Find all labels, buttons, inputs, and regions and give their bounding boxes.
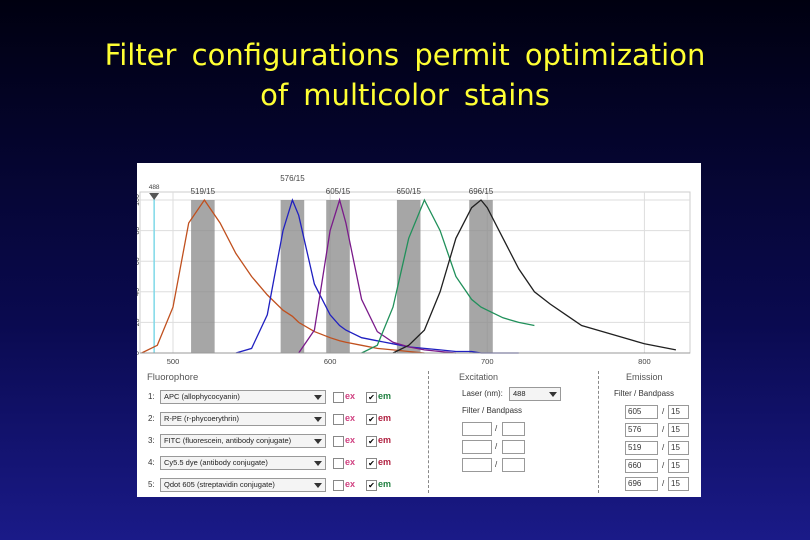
ex-label: ex [345, 457, 356, 467]
x-tick-label: 700 [481, 357, 494, 366]
emission-filter-input[interactable]: 660 [625, 459, 658, 473]
emission-filter-input[interactable]: 696 [625, 477, 658, 491]
separator: / [662, 443, 665, 452]
emission-bandpass-input[interactable]: 15 [668, 405, 689, 419]
spectrum-line [361, 198, 535, 354]
filter-label: 696/15 [469, 187, 494, 196]
y-tick-label: 100 [137, 194, 141, 206]
emission-filter-input[interactable]: 519 [625, 441, 658, 455]
separator: / [662, 461, 665, 470]
filter-label: 576/15 [280, 174, 305, 183]
ex-checkbox[interactable] [333, 392, 344, 403]
emission-filter-input[interactable]: 576 [625, 423, 658, 437]
spectrum-line [392, 199, 677, 354]
x-tick-label: 500 [167, 357, 180, 366]
slide-title: of multicolor stains [260, 78, 550, 112]
section-heading: Excitation [459, 372, 499, 382]
em-label: em [378, 479, 392, 489]
section-heading: Fluorophore [147, 372, 199, 383]
separator: / [495, 424, 498, 433]
em-checkbox[interactable]: ✔ [366, 480, 377, 491]
em-checkbox[interactable]: ✔ [366, 414, 377, 425]
label: Filter / Bandpass [614, 389, 675, 398]
filter-label: 605/15 [326, 187, 351, 196]
em-checkbox[interactable]: ✔ [366, 458, 377, 469]
row-index: 4: [148, 458, 155, 467]
separator: / [662, 407, 665, 416]
emission-bandpass-input[interactable]: 15 [668, 441, 689, 455]
emission-bandpass-input[interactable]: 15 [668, 477, 689, 491]
excitation-bandpass-input[interactable] [502, 422, 525, 436]
excitation-filter-input[interactable] [462, 440, 492, 454]
filter-band [280, 200, 305, 353]
em-label: em [378, 413, 392, 423]
y-tick-label: 0 [137, 351, 141, 355]
excitation-filter-input[interactable] [462, 422, 492, 436]
filter-band [396, 200, 421, 353]
row-index: 2: [148, 414, 155, 423]
emission-bandpass-input[interactable]: 15 [668, 459, 689, 473]
separator [428, 371, 429, 493]
separator: / [662, 479, 665, 488]
y-tick-label: 60 [137, 257, 141, 265]
em-label: em [378, 391, 392, 401]
fluorophore-select[interactable]: APC (allophycocyanin) [160, 390, 326, 404]
separator [598, 371, 599, 493]
ex-checkbox[interactable] [333, 436, 344, 447]
row-index: 5: [148, 480, 155, 489]
spectra-chart: 0 20 40 60 80 100 500 600 700 800 519/15 576/15 605/… [137, 174, 691, 366]
em-checkbox[interactable]: ✔ [366, 436, 377, 447]
excitation-bandpass-input[interactable] [502, 458, 525, 472]
separator: / [662, 425, 665, 434]
label: Filter / Bandpass [462, 406, 523, 415]
filter-label: 519/15 [191, 187, 216, 196]
label: Laser (nm): [462, 389, 503, 398]
row-index: 1: [148, 392, 155, 401]
y-tick-label: 40 [137, 288, 141, 296]
ex-label: ex [345, 413, 356, 423]
laser-label: 488 [149, 184, 160, 191]
em-checkbox[interactable]: ✔ [366, 392, 377, 403]
ex-label: ex [345, 435, 356, 445]
laser-marker [149, 193, 160, 200]
ex-label: ex [345, 479, 356, 489]
separator: / [495, 460, 498, 469]
spectra-viewer-screenshot: 020406080100500600700800519/15576/15605/… [137, 163, 701, 497]
section-heading: Emission [626, 372, 663, 382]
slide-title: Filter configurations permit optimizatio… [104, 38, 706, 72]
emission-bandpass-input[interactable]: 15 [668, 423, 689, 437]
x-tick-label: 800 [638, 357, 651, 366]
x-tick-label: 600 [324, 357, 337, 366]
excitation-bandpass-input[interactable] [502, 440, 525, 454]
spectrum-line [235, 198, 519, 354]
excitation-filter-input[interactable] [462, 458, 492, 472]
row-index: 3: [148, 436, 155, 445]
ex-checkbox[interactable] [333, 480, 344, 491]
ex-checkbox[interactable] [333, 458, 344, 469]
fluorophore-select[interactable]: Qdot 605 (streptavidin conjugate) [160, 478, 326, 492]
filter-band [326, 200, 350, 353]
em-label: em [378, 457, 392, 467]
laser-select[interactable]: 488 [509, 387, 561, 401]
y-tick-label: 80 [137, 227, 141, 235]
filter-band [469, 200, 493, 353]
separator: / [495, 442, 498, 451]
fluorophore-select[interactable]: FITC (fluorescein, antibody conjugate) [160, 434, 326, 448]
ex-checkbox[interactable] [333, 414, 344, 425]
emission-filter-input[interactable]: 605 [625, 405, 658, 419]
fluorophore-select[interactable]: Cy5.5 dye (antibody conjugate) [160, 456, 326, 470]
ex-label: ex [345, 391, 356, 401]
spectrum-line [298, 197, 456, 354]
y-tick-label: 20 [137, 318, 141, 326]
filter-band [191, 200, 215, 353]
fluorophore-select[interactable]: R-PE (r-phycoerythrin) [160, 412, 326, 426]
em-label: em [378, 435, 392, 445]
filter-label: 650/15 [396, 187, 421, 196]
